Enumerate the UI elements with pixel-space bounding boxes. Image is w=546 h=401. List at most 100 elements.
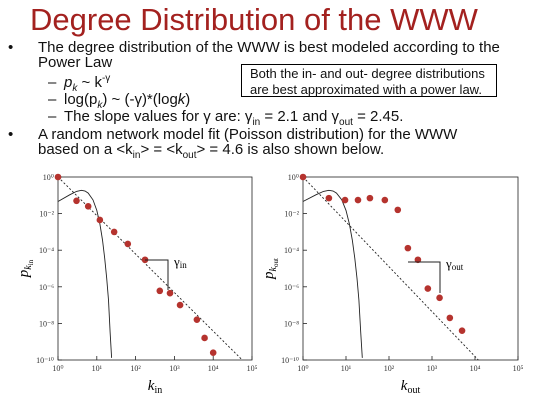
text: k bbox=[177, 91, 186, 108]
data-point bbox=[110, 228, 118, 236]
text: ~ k bbox=[77, 74, 102, 91]
x-tick-label: 10³ bbox=[427, 364, 438, 373]
slope-label: γout bbox=[445, 256, 464, 272]
text: out bbox=[182, 150, 197, 161]
x-tick-label: 10² bbox=[384, 364, 395, 373]
data-point bbox=[341, 196, 349, 204]
data-point bbox=[201, 334, 208, 342]
data-point bbox=[446, 314, 454, 322]
symbol: p bbox=[16, 269, 32, 278]
subscript: out bbox=[407, 385, 420, 396]
sub-bullet: – log(pk) ~ (-γ)*(logk) bbox=[48, 91, 190, 111]
text: p bbox=[64, 74, 73, 91]
y-tick-label: 10⁰ bbox=[288, 173, 299, 182]
x-tick-label: 10⁵ bbox=[513, 364, 524, 373]
data-point bbox=[394, 206, 402, 214]
symbol: γ bbox=[445, 256, 452, 271]
y-axis-label: pkin bbox=[16, 259, 35, 278]
bullet-dot: • bbox=[8, 126, 14, 143]
y-tick-label: 10⁻⁸ bbox=[39, 319, 54, 328]
x-tick-label: 10⁴ bbox=[470, 364, 481, 373]
subscript: out bbox=[452, 262, 464, 272]
data-point bbox=[176, 301, 184, 309]
subscript: k bbox=[23, 265, 34, 270]
text: out bbox=[339, 117, 353, 128]
dash: – bbox=[48, 91, 57, 108]
x-tick-label: 10¹ bbox=[92, 364, 103, 373]
x-tick-label: 10⁰ bbox=[297, 364, 308, 373]
data-point bbox=[124, 240, 132, 248]
data-point bbox=[54, 173, 62, 181]
text: A random network model fit (Poisson dist… bbox=[38, 126, 458, 158]
data-point bbox=[299, 173, 307, 181]
x-axis-label: kout bbox=[401, 378, 421, 396]
y-axis-label: pkout bbox=[261, 258, 280, 280]
y-tick-label: 10⁻⁶ bbox=[39, 283, 54, 292]
bullet-dot: • bbox=[8, 39, 14, 56]
data-point bbox=[325, 194, 333, 202]
charts: 10⁰ 10¹ 10² 10³ 10⁴ 10⁵ 10⁰ 10⁻² 10⁻⁴ 10⁻⁶ 10⁻⁸ 10⁻… bbox=[16, 173, 524, 396]
text: > = <k bbox=[140, 141, 183, 158]
subscript: in bbox=[154, 385, 162, 396]
y-tick-label: 10⁻¹⁰ bbox=[36, 356, 54, 365]
text: log(p bbox=[64, 91, 98, 108]
data-point bbox=[458, 327, 466, 334]
callout-box: Both the in- and out- degree distributio… bbox=[241, 64, 497, 97]
text: k bbox=[97, 100, 103, 111]
symbol: k bbox=[148, 378, 155, 394]
y-tick-label: 10⁻⁴ bbox=[39, 246, 54, 255]
text: The slope values for γ are: γ bbox=[64, 108, 253, 125]
slope-label: γin bbox=[173, 254, 187, 270]
data-point bbox=[436, 294, 443, 302]
data-point bbox=[424, 285, 432, 292]
symbol: γ bbox=[173, 254, 180, 269]
text: in bbox=[132, 150, 141, 161]
bullet-text: The degree distribution of the WWW is be… bbox=[38, 39, 500, 71]
data-point bbox=[96, 216, 104, 224]
x-tick-label: 10² bbox=[130, 364, 141, 373]
sub-bullet: – pk ~ k-γ bbox=[48, 73, 111, 94]
subscript: out bbox=[272, 258, 280, 267]
y-tick-label: 10⁻⁶ bbox=[284, 283, 299, 292]
slope-triangle bbox=[145, 259, 169, 290]
data-point bbox=[366, 194, 374, 202]
y-tick-label: 10⁻² bbox=[39, 210, 54, 219]
data-point bbox=[166, 289, 174, 297]
y-tick-label: 10⁰ bbox=[43, 173, 54, 182]
poisson-fit bbox=[57, 189, 113, 358]
poisson-fit bbox=[302, 189, 363, 358]
dash: – bbox=[48, 74, 57, 91]
x-tick-label: 10¹ bbox=[341, 364, 352, 373]
sub-bullet: – The slope values for γ are: γin = 2.1 … bbox=[48, 108, 404, 128]
x-axis-label: kin bbox=[148, 378, 162, 396]
slope-triangle bbox=[408, 261, 441, 293]
text: > = 4.6 is also shown below. bbox=[196, 141, 385, 158]
data-point bbox=[193, 316, 201, 323]
symbol: p bbox=[261, 271, 277, 280]
data-point bbox=[354, 196, 362, 204]
data-point bbox=[73, 197, 80, 205]
y-tick-label: 10⁻⁸ bbox=[284, 319, 299, 328]
symbol: k bbox=[401, 378, 408, 394]
data-point bbox=[84, 203, 92, 210]
text: = 2.1 and γ bbox=[260, 108, 340, 125]
subscript: in bbox=[180, 260, 188, 270]
bullet: • The degree distribution of the WWW is … bbox=[8, 39, 518, 71]
y-tick-label: 10⁻² bbox=[284, 210, 299, 219]
x-tick-label: 10⁵ bbox=[247, 364, 258, 373]
text: -γ bbox=[101, 73, 111, 84]
bullet: • A random network model fit (Poisson di… bbox=[8, 126, 478, 161]
text: = 2.45. bbox=[352, 108, 404, 125]
text: k bbox=[72, 83, 78, 94]
dash: – bbox=[48, 108, 57, 125]
data-point bbox=[209, 349, 217, 357]
text: in bbox=[252, 117, 261, 128]
slide-title: Degree Distribution of the WWW bbox=[30, 2, 478, 37]
text: ) ~ (-γ)*(log bbox=[102, 91, 178, 108]
data-point bbox=[156, 287, 164, 295]
plot-frame bbox=[302, 176, 519, 361]
plot-frame bbox=[57, 176, 253, 361]
subscript: k bbox=[268, 266, 279, 271]
data-point bbox=[381, 196, 389, 204]
